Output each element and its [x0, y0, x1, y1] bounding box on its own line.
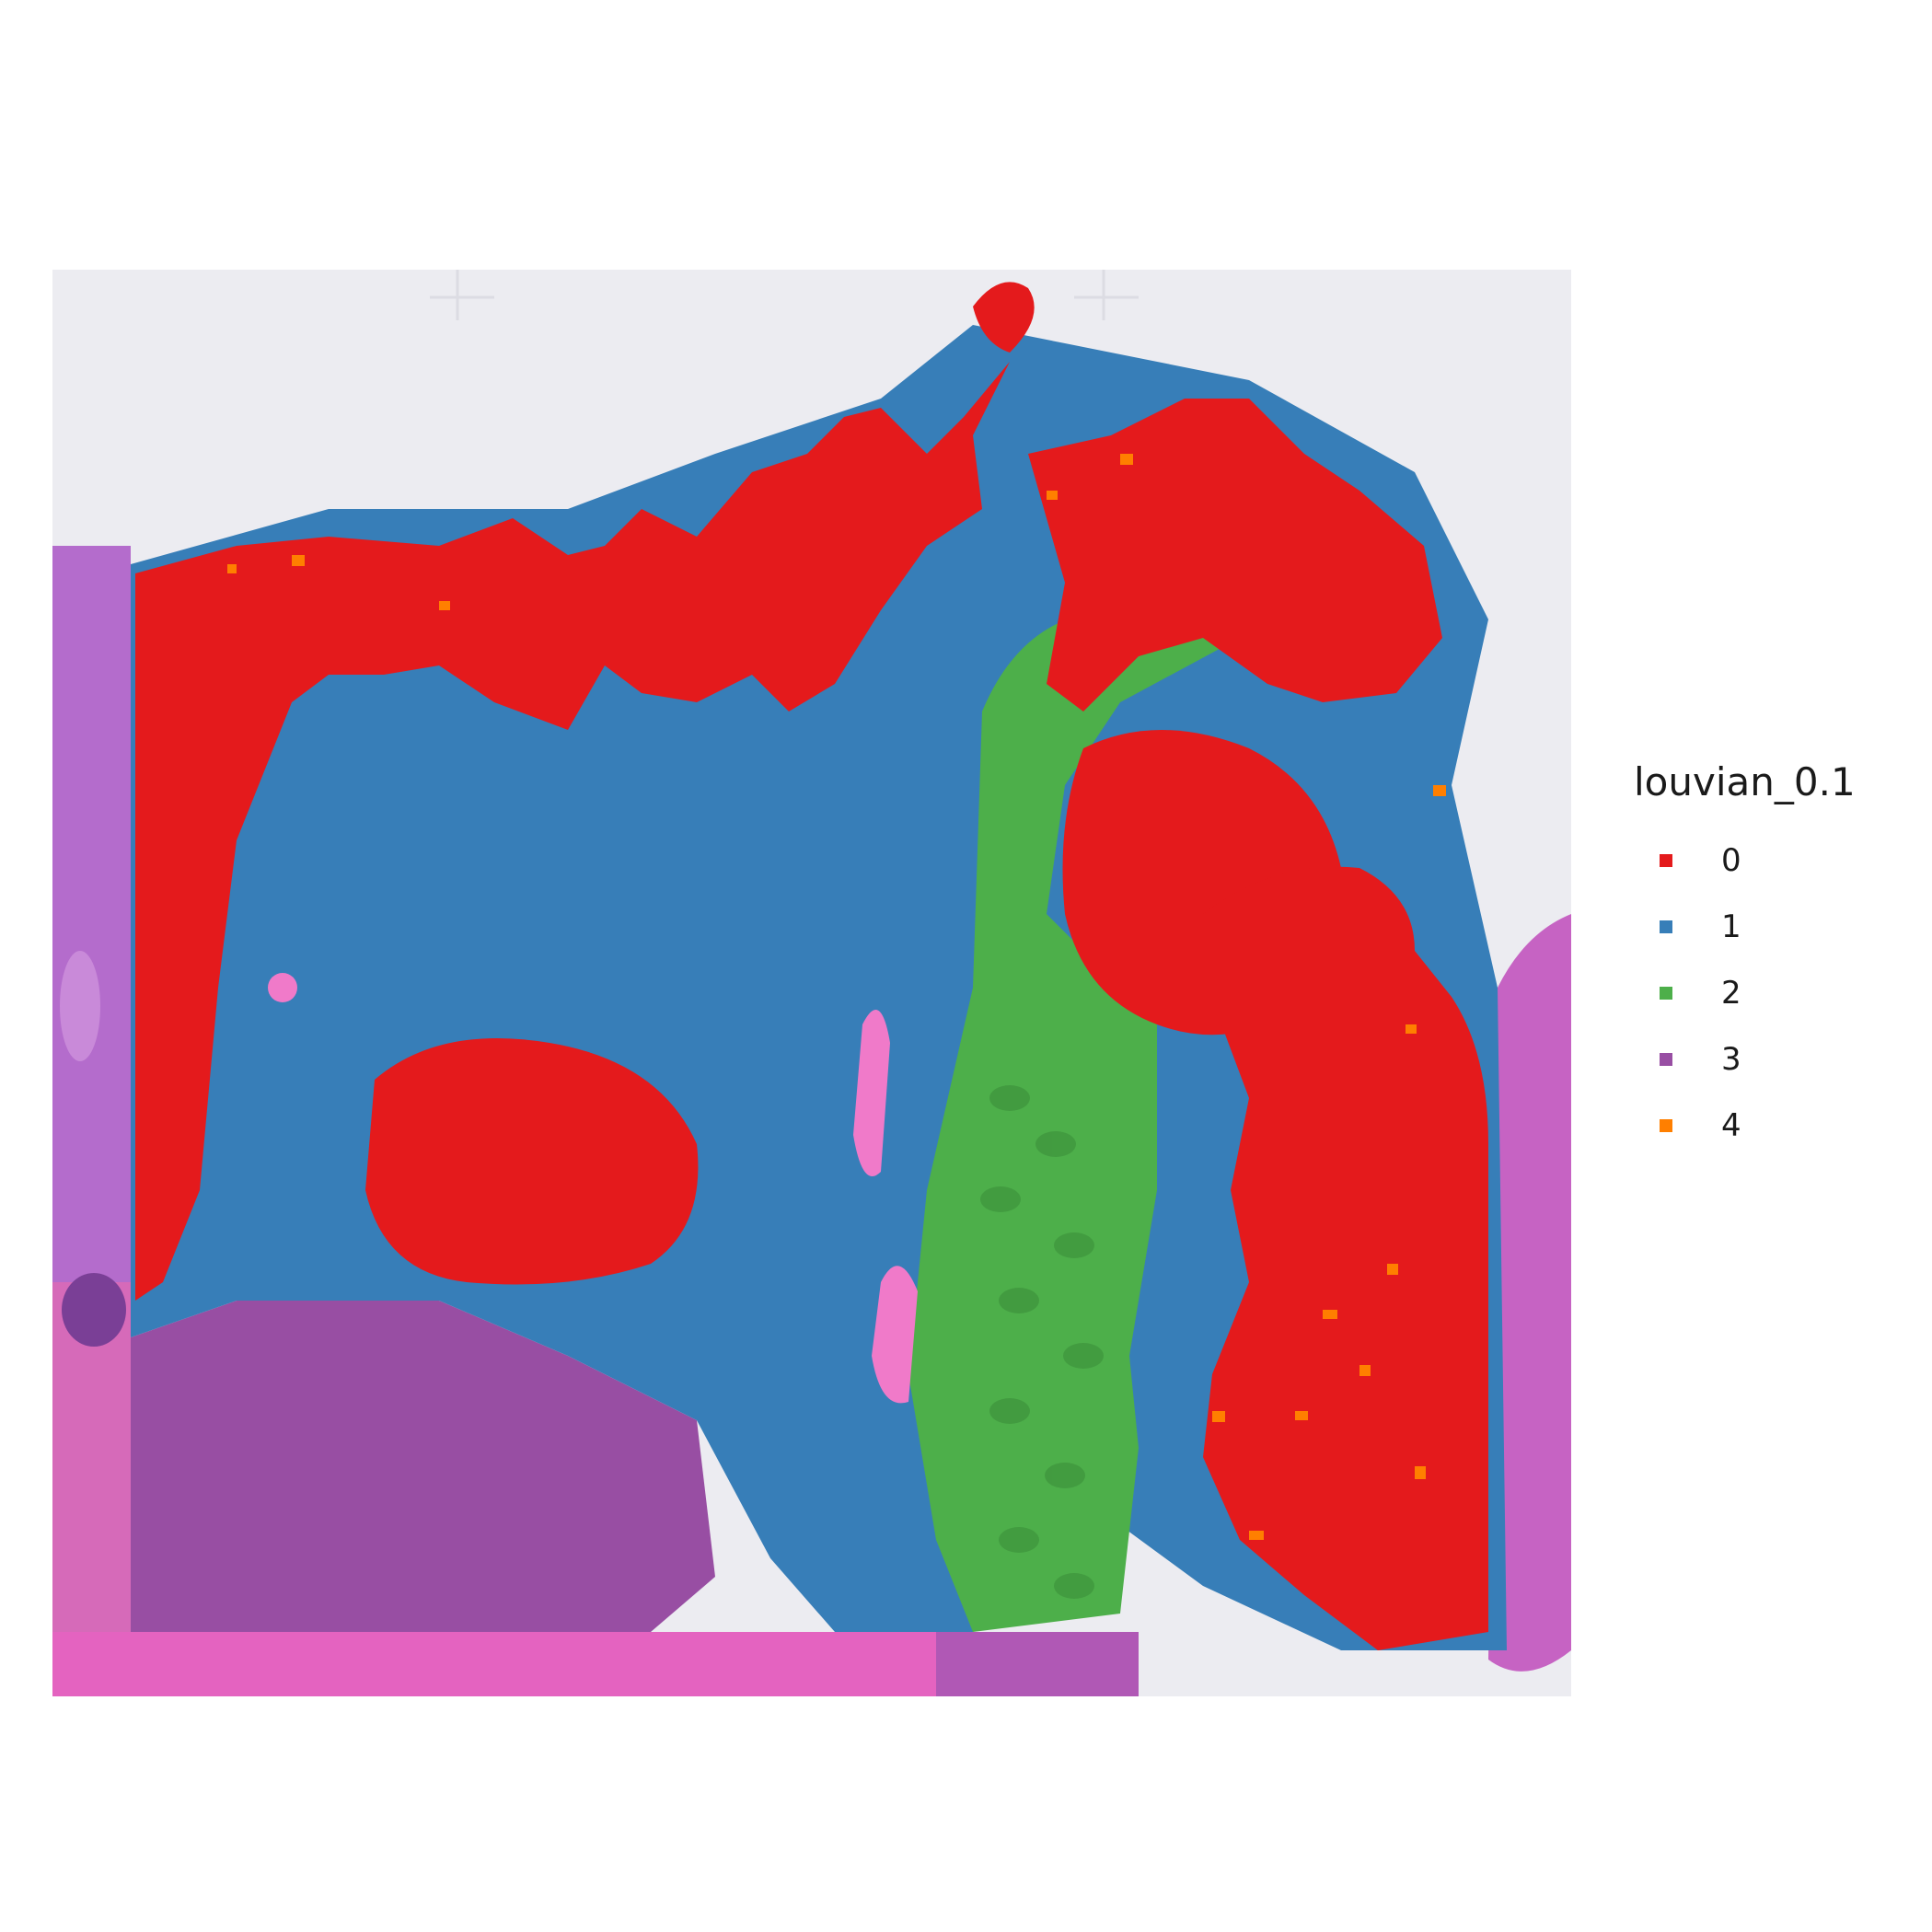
he-stain-inner-patches: [268, 973, 918, 1404]
legend-label-0: 0: [1721, 842, 1741, 879]
cluster-4-speckles: [227, 454, 1446, 1540]
cluster-2-region: [908, 609, 1240, 1633]
tissue-cluster-map: [52, 270, 1571, 1696]
legend-swatch-4: [1660, 1119, 1672, 1132]
legend-swatch-1: [1660, 920, 1672, 933]
legend-label-1: 1: [1721, 908, 1741, 945]
legend-label-4: 4: [1721, 1107, 1741, 1144]
he-stain-right: [1488, 914, 1571, 1672]
legend-label-3: 3: [1721, 1041, 1741, 1078]
legend: louvian_0.1 0 1 2 3 4: [1634, 759, 1910, 1164]
legend-swatch-2: [1660, 987, 1672, 1000]
he-stain-left: [52, 546, 131, 1696]
registration-marks: [430, 270, 1139, 320]
he-stain-bottom: [52, 1632, 1139, 1696]
cluster-3-region: [131, 1301, 715, 1632]
legend-swatch-0: [1660, 854, 1672, 867]
cluster-0-region: [135, 282, 1488, 1650]
legend-label-2: 2: [1721, 975, 1741, 1012]
cluster-2-gland-texture: [980, 1085, 1104, 1599]
legend-title: louvian_0.1: [1634, 759, 1856, 804]
legend-swatch-3: [1660, 1053, 1672, 1066]
